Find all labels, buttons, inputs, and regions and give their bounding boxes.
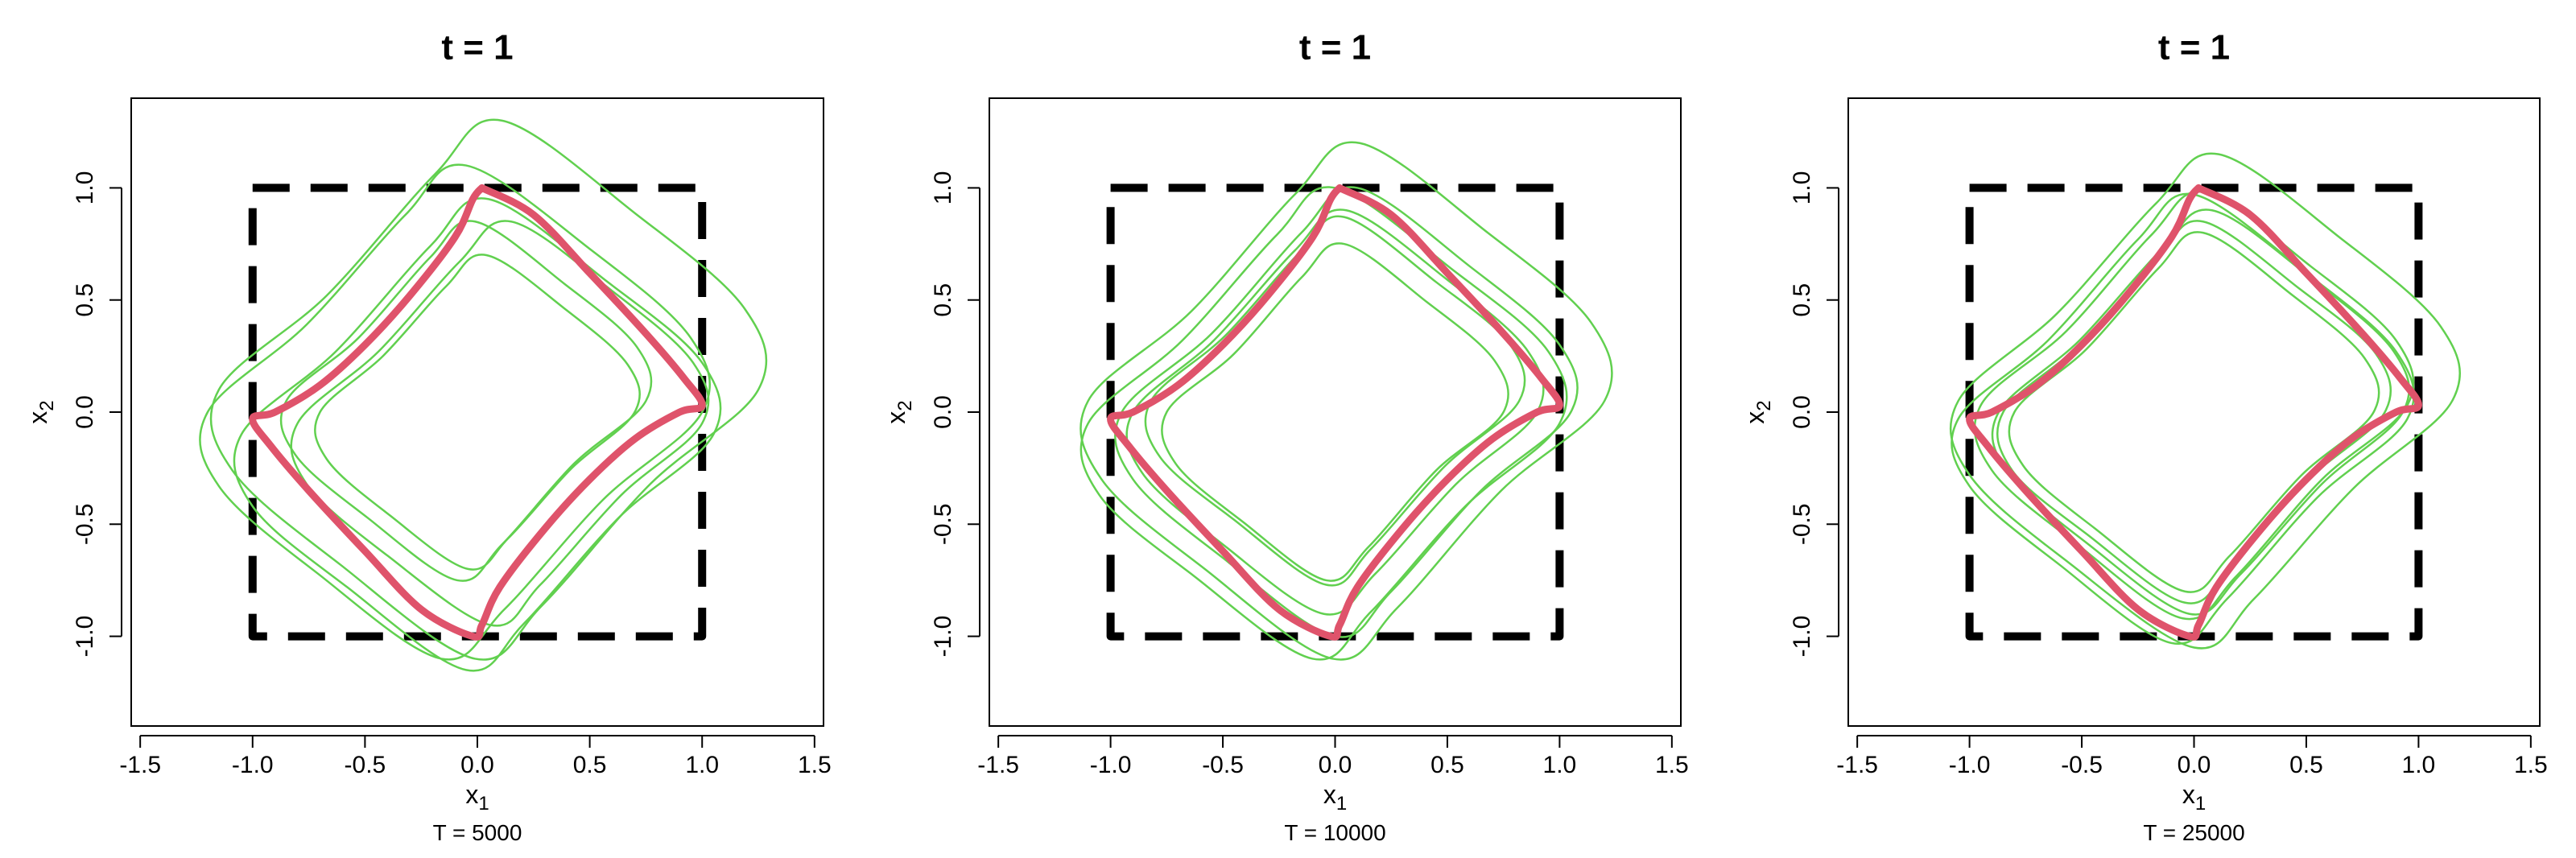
sample-curve — [2008, 231, 2380, 593]
chart-title: t = 1 — [2158, 28, 2230, 68]
target-square — [1106, 184, 1564, 641]
y-tick-label: 1.0 — [72, 171, 98, 205]
sample-curve — [1949, 152, 2462, 650]
chart-title: t = 1 — [441, 28, 513, 68]
plot-area — [1949, 152, 2462, 650]
x-tick-label: 0.5 — [1430, 752, 1464, 778]
y-tick-label: 0.5 — [1789, 283, 1815, 317]
x-tick-label: 1.0 — [1543, 752, 1577, 778]
x-axis-label: x1 — [1323, 780, 1347, 815]
x-axis-label-text: x — [465, 780, 478, 809]
y-tick-label: -0.5 — [930, 503, 956, 545]
chart-title: t = 1 — [1299, 28, 1371, 68]
subtitle: T = 5000 — [433, 820, 522, 845]
y-axis-label-subscript: 2 — [894, 400, 916, 410]
y-axis-label-text: x — [881, 411, 910, 424]
sample-curve — [1125, 208, 1545, 616]
y-tick-label: 0.0 — [1789, 395, 1815, 429]
sample-curve — [314, 254, 641, 571]
x-tick-label: -1.0 — [232, 752, 274, 778]
sample-curve — [1973, 190, 2415, 621]
y-axis-label: x2 — [23, 400, 58, 423]
x-tick-label: 1.0 — [685, 752, 719, 778]
subtitle: T = 10000 — [1284, 820, 1385, 845]
x-tick-label: -1.0 — [1090, 752, 1132, 778]
y-tick-label: 0.0 — [72, 395, 98, 429]
x-tick-label: -1.0 — [1949, 752, 1991, 778]
x-tick-label: -0.5 — [2061, 752, 2103, 778]
y-tick-label: 0.5 — [930, 283, 956, 317]
x-axis-label-text: x — [1323, 780, 1336, 809]
sample-curve — [233, 197, 722, 672]
plot-area — [199, 118, 768, 672]
target-square — [1965, 184, 2423, 641]
x-tick-label: 1.5 — [1655, 752, 1689, 778]
x-axis-label: x1 — [2182, 780, 2206, 815]
y-tick-label: 0.0 — [930, 395, 956, 429]
sample-curve — [209, 118, 768, 661]
sample-curve — [1080, 141, 1613, 661]
x-axis-label-subscript: 1 — [1336, 793, 1347, 815]
y-axis-label-text: x — [23, 411, 52, 424]
target-square — [248, 184, 707, 641]
x-tick-label: 0.5 — [2289, 752, 2323, 778]
x-axis-label: x1 — [465, 780, 489, 815]
sample-curve — [1951, 192, 2415, 646]
y-tick-label: -1.0 — [1789, 616, 1815, 658]
x-tick-label: -1.5 — [1836, 752, 1878, 778]
mean-curve — [1966, 184, 2422, 641]
y-tick-label: 1.0 — [1789, 171, 1815, 205]
plot-frame — [1847, 97, 2541, 727]
y-axis-label: x2 — [1740, 400, 1775, 423]
sample-curve — [279, 220, 653, 582]
x-tick-label: -1.5 — [119, 752, 161, 778]
x-axis-label-subscript: 1 — [478, 793, 489, 815]
mean-curve — [1107, 184, 1563, 641]
sample-curve — [1996, 220, 2392, 604]
y-tick-label: 1.0 — [930, 171, 956, 205]
plot-area — [1080, 141, 1613, 661]
y-axis-label-subscript: 2 — [36, 400, 58, 410]
mean-curve — [249, 184, 706, 641]
sample-curve — [1991, 208, 2410, 616]
x-tick-label: 0.0 — [460, 752, 494, 778]
x-axis-label-subscript: 1 — [2195, 793, 2206, 815]
x-tick-label: 1.5 — [2514, 752, 2548, 778]
x-tick-label: -0.5 — [1202, 752, 1244, 778]
plot-frame — [130, 97, 824, 727]
x-tick-label: 1.0 — [2402, 752, 2436, 778]
y-tick-label: -0.5 — [1789, 503, 1815, 545]
subtitle: T = 25000 — [2143, 820, 2244, 845]
plot-frame — [989, 97, 1682, 727]
y-tick-label: -1.0 — [72, 616, 98, 658]
y-tick-label: -1.0 — [930, 616, 956, 658]
y-axis-label-text: x — [1740, 411, 1769, 424]
panel: t = 1 -1.5 -1.0 -0.5 0.0 0.5 1.0 1.5 -1.0 -0.5 0.0… — [23, 28, 832, 845]
y-axis-label: x2 — [881, 400, 916, 423]
sample-curve — [1080, 186, 1568, 661]
y-axis-label-subscript: 2 — [1753, 400, 1775, 410]
panel: t = 1 -1.5 -1.0 -0.5 0.0 0.5 1.0 1.5 -1.0 -0.5 0.0… — [1740, 28, 2548, 845]
x-tick-label: 0.0 — [2178, 752, 2211, 778]
sample-curve — [290, 220, 710, 627]
x-tick-label: 0.0 — [1319, 752, 1352, 778]
sample-curve — [1161, 242, 1509, 582]
x-tick-label: -1.5 — [977, 752, 1019, 778]
panel: t = 1 -1.5 -1.0 -0.5 0.0 0.5 1.0 1.5 -1.0 -0.5 0.0… — [881, 28, 1689, 845]
x-tick-label: 1.5 — [798, 752, 832, 778]
y-tick-label: -0.5 — [72, 503, 98, 545]
x-tick-label: 0.5 — [573, 752, 607, 778]
y-tick-label: 0.5 — [72, 283, 98, 317]
x-tick-label: -0.5 — [345, 752, 386, 778]
x-axis-label-text: x — [2182, 780, 2195, 809]
